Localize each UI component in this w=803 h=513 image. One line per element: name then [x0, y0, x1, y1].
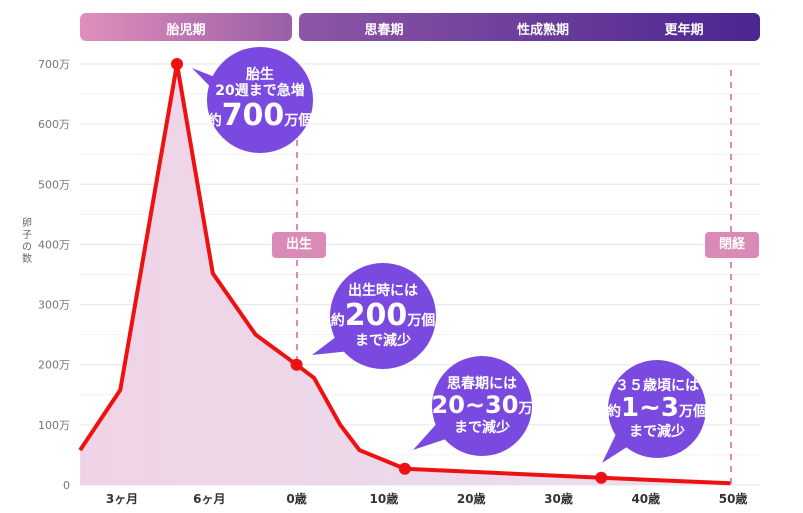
- callout-text: 約: [207, 112, 222, 129]
- callout-text: 万個: [678, 404, 707, 421]
- data-point: [290, 358, 303, 371]
- callout-text: ３５歳頃には: [615, 377, 699, 394]
- phase-label-menopause: 更年期: [664, 23, 704, 38]
- callout-fetal: 胎生 20週まで急増 約700万個: [207, 47, 313, 153]
- data-point: [170, 58, 183, 70]
- y-tick-label: 400万: [38, 238, 70, 251]
- x-tick-label: 3ヶ月: [106, 492, 138, 506]
- callout-value: 1~3: [621, 393, 679, 424]
- x-tick-label: 30歳: [544, 491, 573, 506]
- callout-text: 万個: [284, 112, 313, 129]
- callout-text: 万個: [518, 401, 547, 418]
- callout-value: 200: [344, 297, 408, 333]
- y-tick-label: 0: [63, 479, 70, 492]
- callout-text: 万個: [407, 312, 436, 329]
- callout-text: 20週まで急増: [215, 82, 305, 99]
- callout-text: 出生時には: [348, 282, 418, 299]
- menopause-marker: 閉経: [705, 232, 759, 258]
- x-tick-label: 50歳: [719, 491, 748, 506]
- area-fill: [80, 64, 731, 485]
- x-tick-label: 40歳: [631, 491, 660, 506]
- callout-text: 約: [417, 401, 432, 418]
- y-tick-label: 300万: [38, 299, 70, 312]
- birth-marker: 出生: [272, 232, 326, 258]
- y-tick-label: 500万: [38, 178, 70, 191]
- callout-text: 思春期には: [447, 376, 517, 393]
- series-line: [78, 62, 731, 486]
- phase-fetal: 胎児期: [80, 13, 292, 41]
- y-tick-label: 700万: [38, 58, 70, 71]
- phase-label-puberty: 思春期: [364, 23, 404, 38]
- callout-text: まで減少: [629, 423, 685, 440]
- callout-text: 約: [607, 404, 622, 421]
- y-axis-title: 卵子の数: [22, 218, 32, 265]
- x-tick-label: 0歳: [286, 491, 306, 506]
- x-tick-label: 10歳: [370, 491, 399, 506]
- callout-text: 約: [330, 312, 345, 329]
- x-tick-label: 6ヶ月: [193, 492, 225, 506]
- callout-puberty: 思春期には 約20~30万個 まで減少: [418, 356, 546, 456]
- y-tick-label: 200万: [38, 359, 70, 372]
- callout-age35: ３５歳頃には 約1~3万個 まで減少: [607, 360, 707, 458]
- data-point: [595, 471, 608, 484]
- callout-value: 700: [221, 97, 285, 133]
- phase-label: 胎児期: [166, 23, 206, 38]
- callout-birth: 出生時には 約200万個 まで減少: [330, 263, 436, 369]
- y-tick-label: 600万: [38, 118, 70, 131]
- x-tick-label: 20歳: [457, 491, 486, 506]
- callout-text: まで減少: [454, 419, 510, 436]
- phase-label-maturity: 性成熟期: [516, 23, 570, 38]
- phase-after-birth: 思春期 性成熟期 更年期: [299, 13, 760, 41]
- callout-text: 胎生: [246, 66, 274, 83]
- callout-text: まで減少: [355, 333, 411, 350]
- data-point: [398, 462, 411, 475]
- callout-value: 20~30: [431, 391, 519, 420]
- y-tick-label: 100万: [38, 419, 70, 432]
